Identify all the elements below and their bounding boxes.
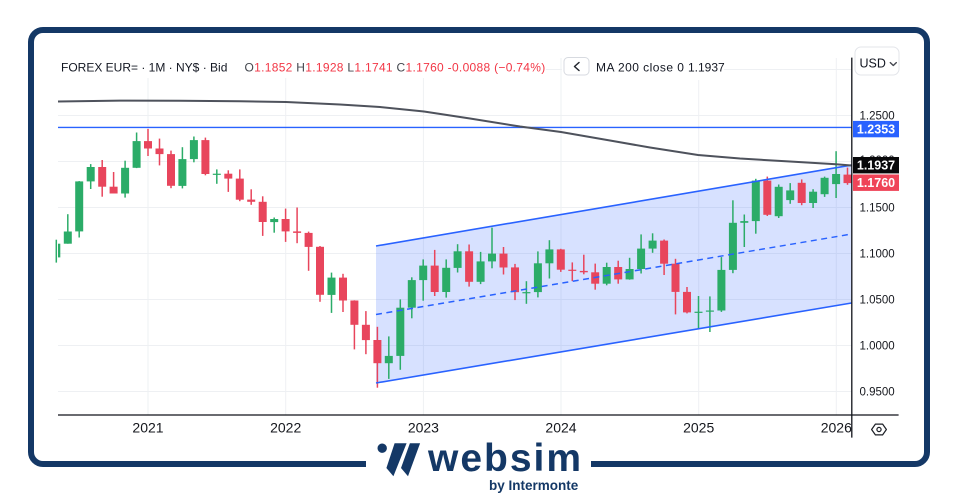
- svg-text:FOREX EUR= · 1M · NY$ · Bid: FOREX EUR= · 1M · NY$ · Bid: [61, 61, 227, 75]
- svg-text:2025: 2025: [683, 420, 714, 436]
- svg-text:1.1937: 1.1937: [857, 159, 895, 173]
- svg-text:MA 200 close 0: MA 200 close 0: [596, 61, 684, 75]
- svg-text:1.2353: 1.2353: [857, 123, 895, 137]
- svg-text:1.0000: 1.0000: [860, 341, 895, 353]
- svg-text:1.0500: 1.0500: [860, 295, 895, 307]
- svg-text:2026: 2026: [821, 420, 852, 436]
- svg-text:1.1937: 1.1937: [688, 61, 725, 75]
- svg-text:1.1500: 1.1500: [860, 203, 895, 215]
- svg-text:2022: 2022: [270, 420, 301, 436]
- svg-text:1.1000: 1.1000: [860, 249, 895, 261]
- svg-text:1.1760: 1.1760: [857, 176, 895, 190]
- svg-text:2023: 2023: [408, 420, 439, 436]
- svg-text:2024: 2024: [545, 420, 576, 436]
- svg-text:O1.1852 H1.1928 L1.1741 C1.176: O1.1852 H1.1928 L1.1741 C1.1760 -0.0088 …: [245, 61, 546, 75]
- svg-text:1.2500: 1.2500: [860, 111, 895, 123]
- svg-text:USD: USD: [860, 57, 886, 71]
- svg-text:2021: 2021: [132, 420, 163, 436]
- svg-text:0.9500: 0.9500: [860, 387, 895, 399]
